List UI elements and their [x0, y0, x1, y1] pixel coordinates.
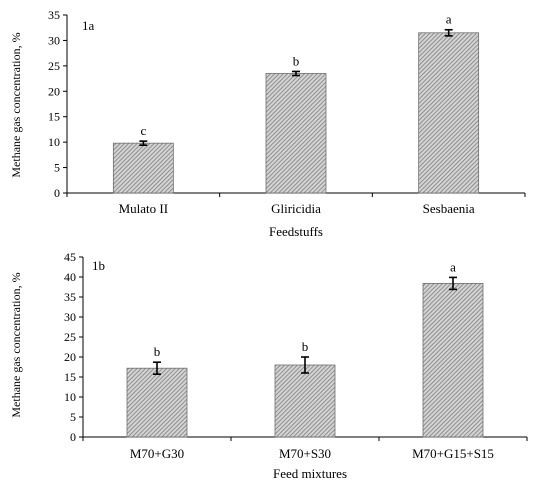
x-category-label: Sesbaenia [423, 201, 475, 216]
y-tick-label: 30 [64, 310, 76, 324]
chart-panel-1b: 1b Methane gas concentration, % Feed mix… [9, 250, 528, 481]
y-tick-label: 0 [54, 186, 60, 200]
bar [126, 367, 188, 438]
significance-letter: b [293, 53, 300, 68]
significance-letter: b [154, 344, 161, 359]
significance-letter: a [450, 259, 456, 274]
x-category-label: Mulato II [119, 201, 168, 216]
x-category-label: M70+G30 [130, 446, 184, 461]
y-tick-label: 10 [64, 390, 76, 404]
panel-label: 1b [92, 258, 105, 273]
y-axis-title: Methane gas concentration, % [9, 32, 23, 177]
y-tick-label: 5 [54, 161, 60, 175]
y-tick-label: 30 [48, 33, 60, 47]
y-tick-label: 25 [64, 330, 76, 344]
bar [422, 282, 484, 438]
y-tick-label: 0 [70, 430, 76, 444]
significance-letter: b [302, 339, 309, 354]
y-tick-label: 5 [70, 410, 76, 424]
x-axis-title: Feed mixtures [273, 466, 347, 481]
y-tick-label: 20 [64, 350, 76, 364]
y-axis-title: Methane gas concentration, % [9, 272, 23, 417]
y-tick-label: 15 [48, 110, 60, 124]
y-tick-label: 40 [64, 270, 76, 284]
x-category-label: Gliricidia [271, 201, 321, 216]
y-tick-label: 35 [48, 8, 60, 22]
significance-letter: c [140, 123, 146, 138]
y-tick-label: 15 [64, 370, 76, 384]
y-tick-label: 25 [48, 59, 60, 73]
bar [112, 142, 174, 194]
y-tick-label: 45 [64, 250, 76, 264]
x-category-label: M70+G15+S15 [412, 446, 494, 461]
bar [274, 364, 336, 438]
x-axis-title: Feedstuffs [269, 224, 323, 239]
y-tick-label: 35 [64, 290, 76, 304]
y-tick-label: 20 [48, 84, 60, 98]
panel-label: 1a [82, 18, 95, 33]
x-category-label: M70+S30 [279, 446, 331, 461]
bar [265, 73, 327, 194]
y-tick-label: 10 [48, 135, 60, 149]
chart-panel-1a: 1a Methane gas concentration, % Feedstuf… [9, 8, 526, 239]
significance-letter: a [446, 12, 452, 27]
bar [418, 32, 480, 194]
